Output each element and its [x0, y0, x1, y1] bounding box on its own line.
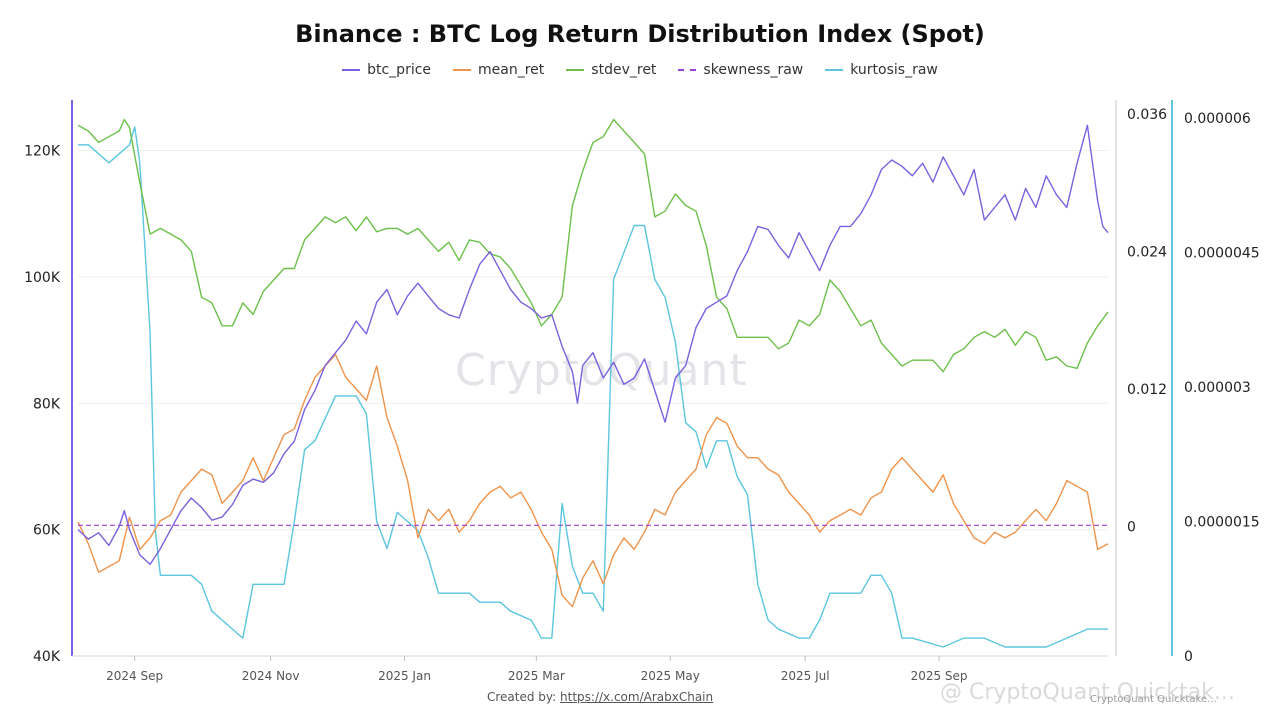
- right-tick-label: 0.000006: [1184, 111, 1251, 127]
- left-tick-label: 120K: [24, 144, 61, 160]
- legend-swatch-btc-price: [342, 69, 361, 71]
- left-tick-label: 100K: [24, 270, 61, 286]
- brand-watermark: @ CryptoQuant Quicktak...: [940, 680, 1235, 705]
- legend-swatch-skewness-raw: [678, 69, 697, 71]
- right-tick-label: 0.000003: [1184, 380, 1251, 396]
- x-tick-label: 2025 May: [641, 669, 700, 683]
- x-tick-label: 2025 Sep: [911, 669, 968, 683]
- left-tick-label: 80K: [33, 396, 61, 412]
- legend-item-btc-price[interactable]: btc_price: [342, 62, 431, 78]
- legend-label-mean-ret: mean_ret: [478, 62, 545, 78]
- legend-swatch-mean-ret: [453, 69, 472, 71]
- footer-prefix: Created by:: [487, 690, 557, 704]
- footer-credit: Created by: https://x.com/ArabxChain: [487, 690, 713, 704]
- legend-item-stdev-ret[interactable]: stdev_ret: [566, 62, 656, 78]
- x-tick-label: 2024 Sep: [106, 669, 163, 683]
- right-tick-label: 0.0000045: [1184, 245, 1260, 261]
- legend-swatch-stdev-ret: [566, 69, 585, 71]
- chart-legend: btc_price mean_ret stdev_ret skewness_ra…: [0, 62, 1280, 78]
- series-line-btc-price: [77, 124, 1109, 566]
- chart-title: Binance : BTC Log Return Distribution In…: [295, 20, 985, 48]
- legend-label-skewness-raw: skewness_raw: [703, 62, 804, 78]
- series-line-mean-ret: [77, 353, 1109, 608]
- series-line-kurtosis-raw: [78, 126, 1108, 648]
- mid-tick-label: 0.024: [1127, 244, 1167, 260]
- mid-tick-label: 0.036: [1127, 107, 1167, 123]
- mid-tick-label: 0.012: [1127, 382, 1167, 398]
- series-line-stdev-ret: [77, 118, 1109, 373]
- legend-item-skewness-raw[interactable]: skewness_raw: [678, 62, 803, 78]
- left-tick-label: 40K: [33, 649, 61, 665]
- footer-link[interactable]: https://x.com/ArabxChain: [560, 690, 714, 704]
- legend-item-kurtosis-raw[interactable]: kurtosis_raw: [825, 62, 938, 78]
- x-tick-label: 2025 Jul: [781, 669, 830, 683]
- x-tick-label: 2024 Nov: [242, 669, 300, 683]
- x-tick-label: 2025 Jan: [378, 669, 431, 683]
- legend-label-btc-price: btc_price: [367, 62, 432, 78]
- mid-tick-label: 0: [1127, 519, 1136, 535]
- right-tick-label: 0: [1184, 649, 1193, 665]
- right-tick-label: 0.0000015: [1184, 514, 1260, 530]
- x-tick-label: 2025 Mar: [508, 669, 565, 683]
- legend-label-kurtosis-raw: kurtosis_raw: [850, 62, 938, 78]
- legend-swatch-kurtosis-raw: [825, 69, 844, 71]
- brand-watermark-small: CryptoQuant Quicktake...: [1090, 694, 1217, 705]
- legend-label-stdev-ret: stdev_ret: [591, 62, 657, 78]
- legend-item-mean-ret[interactable]: mean_ret: [453, 62, 544, 78]
- left-tick-label: 60K: [33, 523, 61, 539]
